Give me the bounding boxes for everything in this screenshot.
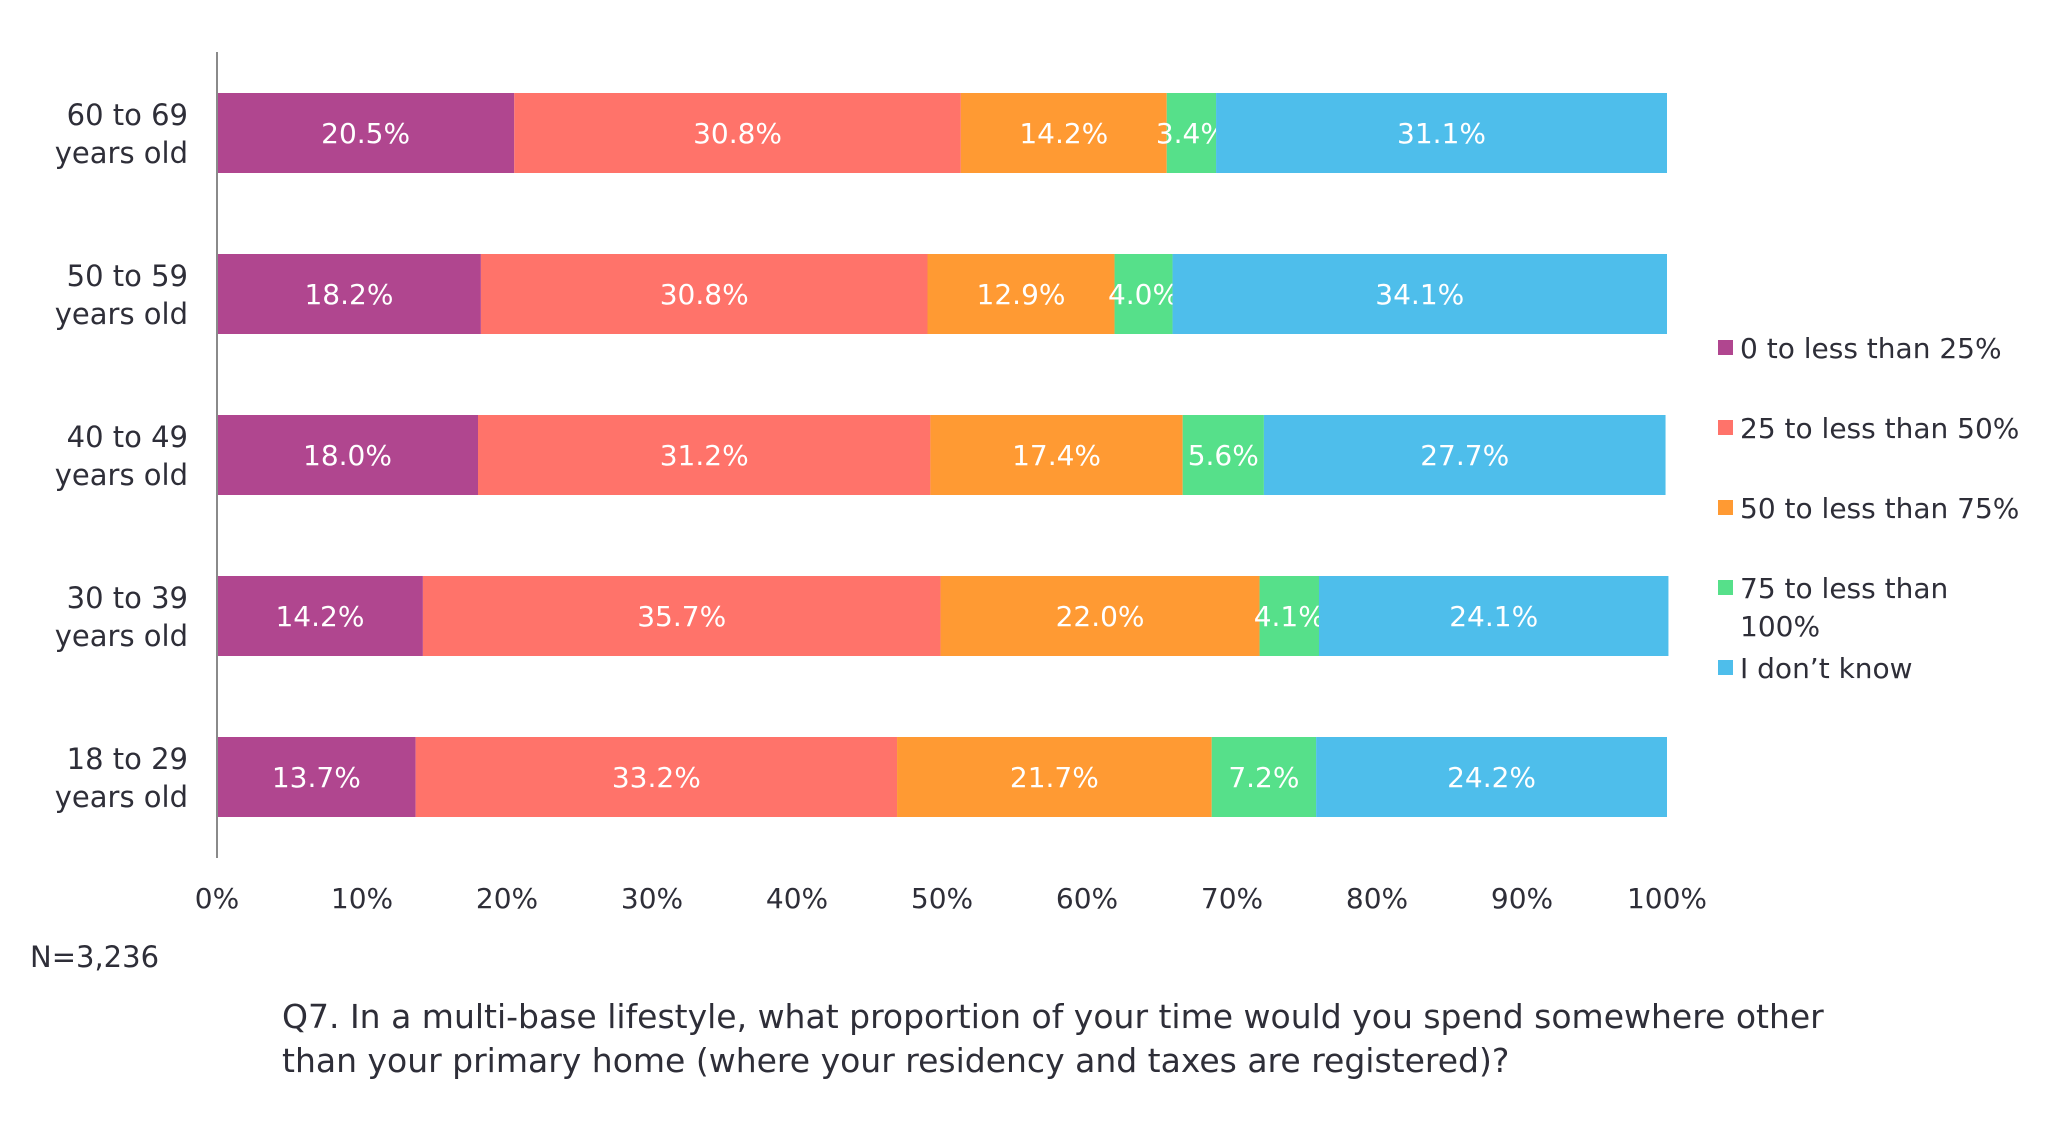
- bar-segment: [415, 737, 898, 817]
- bar-segment: [1259, 576, 1319, 656]
- bar-segment: [927, 254, 1115, 334]
- category-label: years old: [55, 136, 188, 170]
- bar-segment: [1182, 415, 1264, 495]
- data-label: 4.1%: [1254, 600, 1325, 633]
- bar-segment: [1216, 93, 1667, 173]
- bar-segment: [930, 415, 1183, 495]
- legend-label: 25 to less than 50%: [1740, 412, 2020, 445]
- bar-segment: [478, 415, 931, 495]
- legend-label-line: 100%: [1740, 610, 1821, 643]
- legend-label: 0 to less than 25%: [1740, 332, 2002, 365]
- data-label: 3.4%: [1156, 117, 1227, 150]
- data-label: 31.1%: [1397, 117, 1486, 150]
- legend-swatch: [1718, 580, 1733, 595]
- bar-segment: [1319, 576, 1669, 656]
- x-tick-label: 20%: [476, 882, 538, 915]
- data-label: 33.2%: [612, 761, 701, 794]
- bar-segment: [1172, 254, 1667, 334]
- sample-size-note: N=3,236: [30, 940, 160, 974]
- data-label: 31.2%: [660, 439, 749, 472]
- bar-segment: [1316, 737, 1667, 817]
- bar-segment: [217, 254, 481, 334]
- category-label: 30 to 39: [67, 581, 188, 615]
- bar-segment: [422, 576, 941, 656]
- x-tick-label: 10%: [331, 882, 393, 915]
- x-tick-label: 0%: [195, 882, 239, 915]
- data-label: 18.0%: [303, 439, 392, 472]
- question-caption: Q7. In a multi-base lifestyle, what prop…: [282, 997, 1824, 1080]
- data-label: 30.8%: [693, 117, 782, 150]
- category-label: 50 to 59: [67, 259, 188, 293]
- bar-segment: [1114, 254, 1173, 334]
- x-tick-label: 30%: [621, 882, 683, 915]
- category-label: years old: [55, 780, 188, 814]
- data-label: 14.2%: [275, 600, 364, 633]
- x-tick-label: 80%: [1346, 882, 1408, 915]
- data-label: 18.2%: [304, 278, 393, 311]
- legend-label: I don’t know: [1740, 652, 1913, 685]
- data-label: 22.0%: [1056, 600, 1145, 633]
- data-label: 12.9%: [977, 278, 1066, 311]
- category-label: years old: [55, 619, 188, 653]
- data-label: 24.2%: [1447, 761, 1536, 794]
- legend-swatch: [1718, 420, 1733, 435]
- legend-item-75-to-100: 75 to less than 100%: [1718, 570, 2040, 646]
- bar-segment: [897, 737, 1212, 817]
- bar-segment: [480, 254, 928, 334]
- data-label: 35.7%: [637, 600, 726, 633]
- legend-label: 50 to less than 75%: [1740, 492, 2020, 525]
- data-label: 17.4%: [1012, 439, 1101, 472]
- data-label: 27.7%: [1420, 439, 1509, 472]
- bar-segment: [217, 93, 515, 173]
- legend-swatch: [1718, 340, 1733, 355]
- bar-segment: [1166, 93, 1217, 173]
- bar-segment: [1211, 737, 1317, 817]
- bar-segment: [960, 93, 1167, 173]
- x-tick-label: 70%: [1201, 882, 1263, 915]
- category-label: years old: [55, 297, 188, 331]
- data-label: 5.6%: [1188, 439, 1259, 472]
- data-label: 30.8%: [660, 278, 749, 311]
- legend-item-dont-know: I don’t know: [1718, 650, 2040, 688]
- legend-swatch: [1718, 500, 1733, 515]
- data-label: 21.7%: [1010, 761, 1099, 794]
- legend-item-0-to-25: 0 to less than 25%: [1718, 330, 2040, 368]
- legend-label-line: 75 to less than: [1740, 572, 1949, 605]
- bar-segment: [217, 737, 416, 817]
- legend-swatch: [1718, 660, 1733, 675]
- data-label: 4.0%: [1108, 278, 1179, 311]
- legend-item-25-to-50: 25 to less than 50%: [1718, 410, 2040, 448]
- x-tick-label: 60%: [1056, 882, 1118, 915]
- bar-segment: [217, 576, 423, 656]
- data-label: 7.2%: [1228, 761, 1299, 794]
- data-label: 20.5%: [321, 117, 410, 150]
- legend-label: 75 to less than 100%: [1740, 570, 2040, 646]
- bar-segment: [514, 93, 961, 173]
- category-label: 60 to 69: [67, 98, 188, 132]
- legend-item-50-to-75: 50 to less than 75%: [1718, 490, 2040, 528]
- x-tick-label: 40%: [766, 882, 828, 915]
- category-label: years old: [55, 458, 188, 492]
- category-label: 40 to 49: [67, 420, 188, 454]
- bar-segment: [940, 576, 1260, 656]
- data-label: 24.1%: [1449, 600, 1538, 633]
- bar-segment: [1263, 415, 1666, 495]
- x-tick-label: 50%: [911, 882, 973, 915]
- category-label: 18 to 29: [67, 742, 188, 776]
- data-label: 14.2%: [1019, 117, 1108, 150]
- x-tick-label: 100%: [1627, 882, 1707, 915]
- data-label: 13.7%: [272, 761, 361, 794]
- bar-segment: [217, 415, 478, 495]
- data-label: 34.1%: [1375, 278, 1464, 311]
- x-tick-label: 90%: [1491, 882, 1553, 915]
